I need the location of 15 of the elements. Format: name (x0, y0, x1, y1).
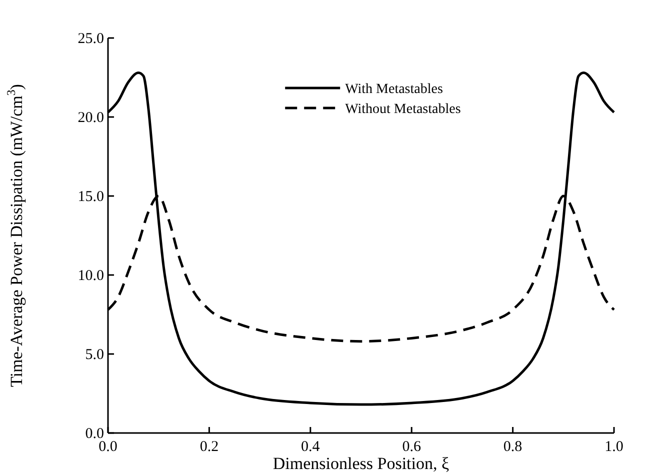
x-tick-label: 0.2 (200, 439, 219, 455)
x-tick-label: 1.0 (604, 439, 624, 455)
x-tick-label: 0.8 (503, 439, 522, 455)
y-tick-label: 10.0 (78, 268, 104, 284)
y-tick-label: 5.0 (85, 347, 104, 363)
y-tick-label: 20.0 (78, 110, 104, 126)
y-tick-label: 0.0 (85, 426, 104, 442)
x-tick-label: 0.6 (402, 439, 422, 455)
legend-label: Without Metastables (345, 102, 461, 117)
x-tick-label: 0.0 (98, 439, 118, 455)
legend-label: With Metastables (345, 82, 443, 97)
x-tick-label: 0.4 (301, 439, 320, 455)
y-tick-label: 15.0 (78, 189, 104, 205)
x-axis-title: Dimensionless Position, ξ (272, 454, 450, 473)
y-tick-label: 25.0 (78, 31, 104, 47)
